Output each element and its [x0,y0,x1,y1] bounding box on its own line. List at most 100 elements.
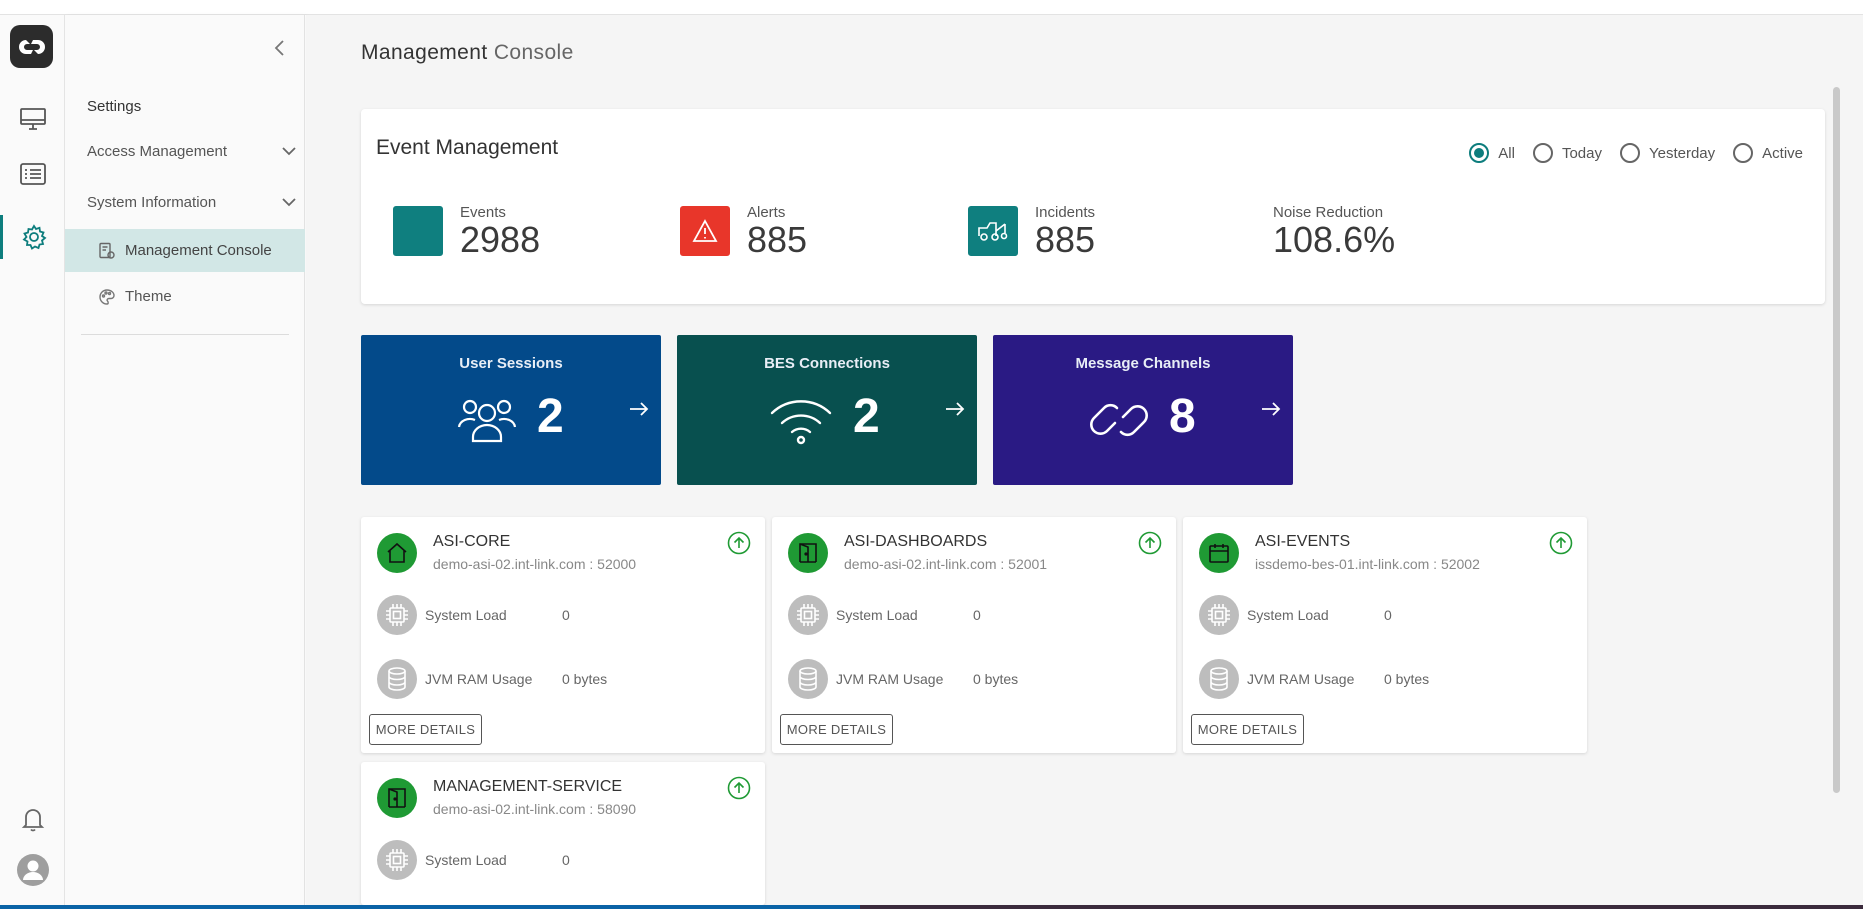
list-icon[interactable] [0,152,65,196]
tow-truck-icon [968,206,1018,256]
service-card-asi-core: ASI-CORE demo-asi-02.int-link.com : 5200… [361,517,765,753]
system-load-value: 0 [562,607,570,623]
sidebar-group-label: System Information [87,193,217,211]
sidebar-item-management-console[interactable]: Management Console [65,229,305,272]
message-channels-tile[interactable]: Message Channels 8 [993,335,1293,485]
cpu-chip-icon [788,595,828,635]
monitor-icon[interactable] [0,97,65,141]
sidebar-divider [81,334,289,335]
service-name: ASI-CORE [433,533,511,550]
user-avatar-icon[interactable] [0,848,65,892]
cpu-chip-icon [1199,595,1239,635]
incidents-count: 885 [1035,218,1096,260]
wifi-icon [769,393,833,447]
service-host: demo-asi-02.int-link.com : 52001 [844,556,1048,572]
gear-icon[interactable] [0,215,65,259]
icon-rail [0,15,65,905]
warning-triangle-icon [680,206,730,256]
service-name: ASI-DASHBOARDS [844,533,988,550]
cpu-chip-icon [377,595,417,635]
more-details-button[interactable]: MORE DETAILS [780,714,893,745]
service-host: issdemo-bes-01.int-link.com : 52002 [1255,556,1480,572]
arrow-right-icon [1262,402,1281,416]
sidebar-item-label: Theme [125,288,172,305]
jvm-ram-value: 0 bytes [1384,671,1430,687]
bes-connections-tile[interactable]: BES Connections 2 [677,335,977,485]
service-card-management-service: MANAGEMENT-SERVICE demo-asi-02.int-link.… [361,762,765,905]
user-sessions-count: 2 [537,390,564,443]
filter-yesterday-radio[interactable]: Yesterday [1619,143,1715,163]
status-up-icon [1138,531,1162,555]
door-icon [377,778,417,818]
arrow-right-icon [630,402,649,416]
console-settings-icon [97,241,117,261]
jvm-ram-row: JVM RAM Usage 0 bytes [1199,659,1429,699]
jvm-ram-row: JVM RAM Usage 0 bytes [788,659,1018,699]
service-host: demo-asi-02.int-link.com : 52000 [433,556,637,572]
filter-today-radio[interactable]: Today [1532,143,1602,163]
message-channels-count: 8 [1169,390,1196,443]
service-card-asi-dashboards: ASI-DASHBOARDS demo-asi-02.int-link.com … [772,517,1176,753]
cpu-chip-icon [377,840,417,880]
page-title: Management Console [361,41,574,64]
events-count: 2988 [460,218,541,260]
users-icon [455,393,519,447]
sidebar-item-theme[interactable]: Theme [65,275,305,318]
home-icon [377,533,417,573]
jvm-ram-value: 0 bytes [562,671,608,687]
sidebar-item-label: Management Console [125,242,272,259]
events-icon [393,206,443,256]
database-icon [377,659,417,699]
service-name: ASI-EVENTS [1255,533,1351,550]
noise-reduction-stat: Noise Reduction 108.6% [1273,203,1396,260]
more-details-button[interactable]: MORE DETAILS [1191,714,1304,745]
status-up-icon [727,776,751,800]
filter-active-radio[interactable]: Active [1733,143,1803,163]
system-load-value: 0 [1384,607,1392,623]
system-load-row: System Load 0 [788,595,981,635]
filter-all-radio[interactable]: All [1469,143,1515,163]
system-load-row: System Load 0 [377,840,570,880]
incidents-stat[interactable]: Incidents 885 [968,201,1095,261]
status-up-icon [727,531,751,555]
door-icon [788,533,828,573]
app-logo[interactable] [10,25,53,68]
palette-icon [97,287,117,307]
alerts-count: 885 [747,218,808,260]
more-details-button[interactable]: MORE DETAILS [369,714,482,745]
event-management-title: Event Management [376,136,559,159]
service-name: MANAGEMENT-SERVICE [433,778,623,795]
collapse-sidebar-button[interactable] [265,33,295,63]
sidebar-heading: Settings [87,98,142,115]
system-load-value: 0 [973,607,981,623]
user-sessions-tile[interactable]: User Sessions 2 [361,335,661,485]
calendar-icon [1199,533,1239,573]
alerts-stat[interactable]: Alerts 885 [680,201,807,261]
main-content: Management Console Event Management All … [306,15,1863,905]
jvm-ram-value: 0 bytes [973,671,1019,687]
status-up-icon [1549,531,1573,555]
chevron-down-icon [282,198,296,207]
window-top-edge [0,0,1863,15]
time-filter-group: All Today Yesterday Active [1451,143,1803,163]
bell-icon[interactable] [0,797,65,841]
arrow-right-icon [946,402,965,416]
event-management-card: Event Management All Today Yesterday Act… [361,109,1825,304]
database-icon [1199,659,1239,699]
sidebar-group-system-information[interactable]: System Information [87,188,297,216]
bes-connections-count: 2 [853,390,880,443]
noise-reduction-value: 108.6% [1273,218,1396,260]
main-scrollbar[interactable] [1833,87,1840,793]
system-load-value: 0 [562,852,570,868]
sidebar-group-label: Access Management [87,142,228,160]
sidebar-group-access-management[interactable]: Access Management [87,137,297,165]
database-icon [788,659,828,699]
events-stat[interactable]: Events 2988 [393,201,540,261]
service-host: demo-asi-02.int-link.com : 58090 [433,801,637,817]
settings-sidebar: Settings Access Management System Inform… [65,15,305,905]
system-load-row: System Load 0 [1199,595,1392,635]
system-load-row: System Load 0 [377,595,570,635]
taskbar-edge [0,905,1863,909]
jvm-ram-row: JVM RAM Usage 0 bytes [377,659,607,699]
link-icon [1087,393,1151,447]
